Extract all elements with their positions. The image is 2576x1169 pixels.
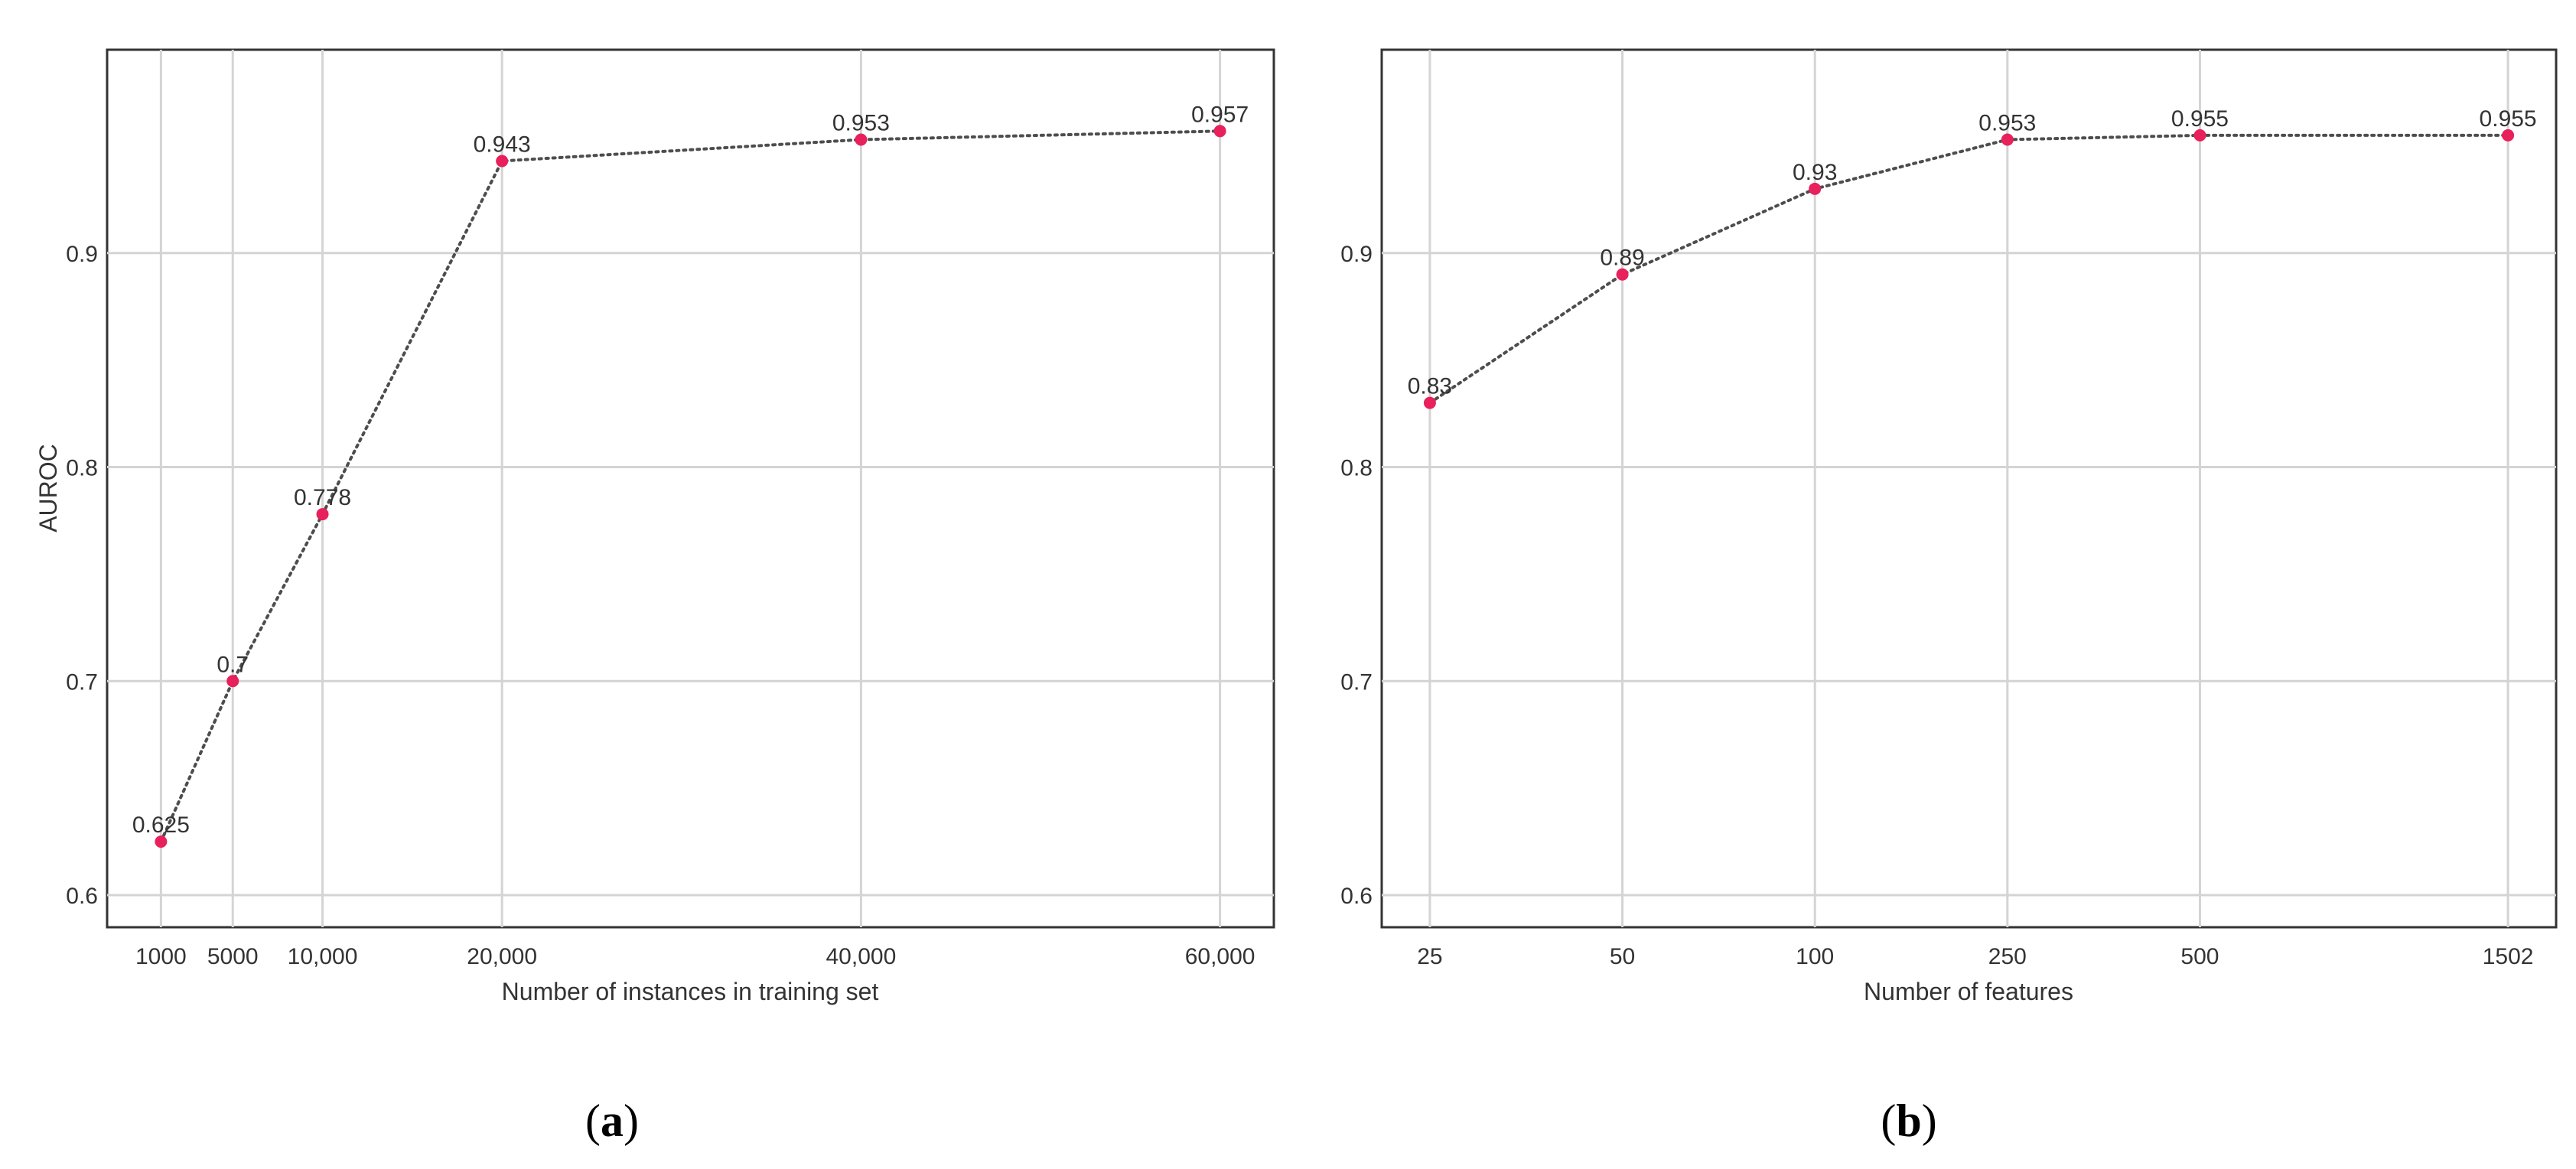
data-label: 0.778 bbox=[294, 485, 351, 510]
data-points-a bbox=[155, 125, 1226, 848]
data-label: 0.953 bbox=[832, 110, 890, 135]
y-tick-label: 0.7 bbox=[1340, 669, 1373, 695]
gridlines-b bbox=[1382, 50, 2556, 927]
y-tick-labels-a: 0.6 0.7 0.8 0.9 bbox=[66, 242, 98, 909]
data-point bbox=[316, 508, 329, 521]
chart-panel-b: 0.83 0.89 0.93 0.953 0.955 0.955 0.6 0.7 0.8 0.9… bbox=[1340, 48, 2558, 1005]
y-tick-label: 0.8 bbox=[66, 456, 98, 481]
x-tick-label: 60,000 bbox=[1185, 944, 1255, 969]
data-label: 0.957 bbox=[1191, 102, 1249, 127]
x-tick-labels-b: 25 50 100 250 500 1502 bbox=[1417, 944, 2533, 969]
data-point bbox=[1213, 125, 1226, 138]
data-point bbox=[226, 675, 239, 688]
y-tick-label: 0.7 bbox=[66, 669, 98, 695]
data-labels-a: 0.625 0.7 0.778 0.943 0.953 0.957 bbox=[132, 102, 1249, 838]
y-tick-label: 0.8 bbox=[1340, 456, 1373, 481]
panel-caption-a: (a) bbox=[585, 1096, 639, 1146]
data-point bbox=[496, 155, 509, 168]
data-labels-b: 0.83 0.89 0.93 0.953 0.955 0.955 bbox=[1408, 106, 2537, 399]
data-label: 0.955 bbox=[2480, 106, 2537, 132]
data-label: 0.7 bbox=[217, 652, 249, 677]
series-line-a bbox=[159, 129, 1222, 844]
plot-area-b bbox=[1380, 48, 2558, 929]
y-tick-label: 0.6 bbox=[66, 884, 98, 909]
x-tick-label: 1000 bbox=[135, 944, 187, 969]
y-tick-label: 0.9 bbox=[66, 242, 98, 267]
series-line bbox=[159, 129, 1222, 844]
y-tick-label: 0.9 bbox=[1340, 242, 1373, 267]
x-tick-label: 100 bbox=[1796, 944, 1834, 969]
x-tick-label: 10,000 bbox=[288, 944, 358, 969]
data-label: 0.93 bbox=[1793, 160, 1837, 185]
data-point bbox=[2502, 129, 2515, 142]
data-points-b bbox=[1423, 129, 2515, 409]
x-tick-label: 500 bbox=[2180, 944, 2219, 969]
x-axis-title-a: Number of instances in training set bbox=[502, 978, 879, 1005]
data-point bbox=[855, 133, 868, 146]
x-tick-label: 40,000 bbox=[826, 944, 897, 969]
data-point bbox=[2001, 133, 2014, 146]
x-tick-label: 20,000 bbox=[467, 944, 537, 969]
data-label: 0.83 bbox=[1408, 374, 1452, 399]
series-line-b bbox=[1428, 133, 2510, 405]
data-point bbox=[2193, 129, 2206, 142]
data-label: 0.89 bbox=[1600, 246, 1644, 271]
data-point bbox=[1616, 268, 1629, 281]
x-axis-title-b: Number of features bbox=[1864, 978, 2073, 1005]
x-tick-label: 50 bbox=[1610, 944, 1635, 969]
data-label: 0.943 bbox=[474, 132, 531, 157]
data-label: 0.625 bbox=[132, 812, 190, 838]
y-tick-label: 0.6 bbox=[1340, 884, 1373, 909]
plot-area-a bbox=[106, 48, 1275, 929]
series-line bbox=[1428, 133, 2510, 405]
y-tick-labels-b: 0.6 0.7 0.8 0.9 bbox=[1340, 242, 1373, 909]
gridlines-a bbox=[107, 50, 1274, 927]
x-tick-label: 5000 bbox=[207, 944, 259, 969]
data-point bbox=[155, 835, 168, 848]
x-tick-label: 1502 bbox=[2483, 944, 2534, 969]
panel-caption-b: (b) bbox=[1881, 1096, 1936, 1146]
x-tick-labels-a: 1000 5000 10,000 20,000 40,000 60,000 bbox=[135, 944, 1255, 969]
data-label: 0.953 bbox=[1978, 110, 2036, 135]
x-tick-label: 25 bbox=[1417, 944, 1442, 969]
data-point bbox=[1809, 182, 1822, 195]
data-label: 0.955 bbox=[2171, 106, 2229, 132]
data-point bbox=[1423, 396, 1436, 409]
x-tick-label: 250 bbox=[1988, 944, 2027, 969]
y-axis-title-a: AUROC bbox=[34, 444, 62, 532]
